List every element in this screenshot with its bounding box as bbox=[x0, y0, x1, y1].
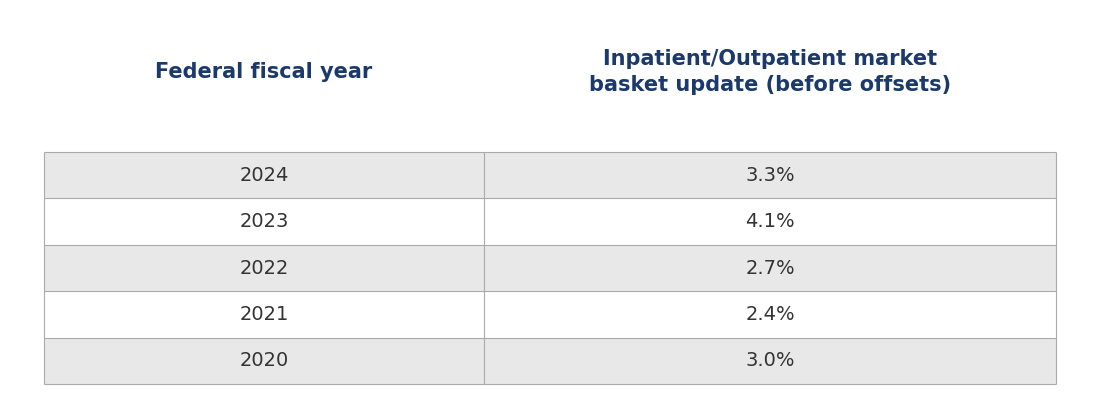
Bar bbox=[484, 152, 1056, 198]
Bar bbox=[44, 198, 484, 245]
Bar bbox=[484, 291, 1056, 338]
Text: Inpatient/Outpatient market
basket update (before offsets): Inpatient/Outpatient market basket updat… bbox=[588, 49, 952, 95]
Text: 3.3%: 3.3% bbox=[745, 166, 795, 185]
Text: 2024: 2024 bbox=[240, 166, 288, 185]
Text: 3.0%: 3.0% bbox=[746, 351, 794, 370]
Bar bbox=[484, 245, 1056, 291]
Text: 2022: 2022 bbox=[240, 258, 288, 278]
Text: 2.7%: 2.7% bbox=[745, 258, 795, 278]
Bar bbox=[484, 338, 1056, 384]
Text: Federal fiscal year: Federal fiscal year bbox=[155, 62, 373, 82]
Text: 2023: 2023 bbox=[240, 212, 288, 231]
Text: 2021: 2021 bbox=[240, 305, 288, 324]
Bar bbox=[44, 152, 484, 198]
Bar bbox=[44, 245, 484, 291]
Bar bbox=[44, 338, 484, 384]
Text: 2020: 2020 bbox=[240, 351, 288, 370]
Text: 2.4%: 2.4% bbox=[745, 305, 795, 324]
Bar bbox=[484, 198, 1056, 245]
Bar bbox=[44, 291, 484, 338]
Text: 4.1%: 4.1% bbox=[745, 212, 795, 231]
